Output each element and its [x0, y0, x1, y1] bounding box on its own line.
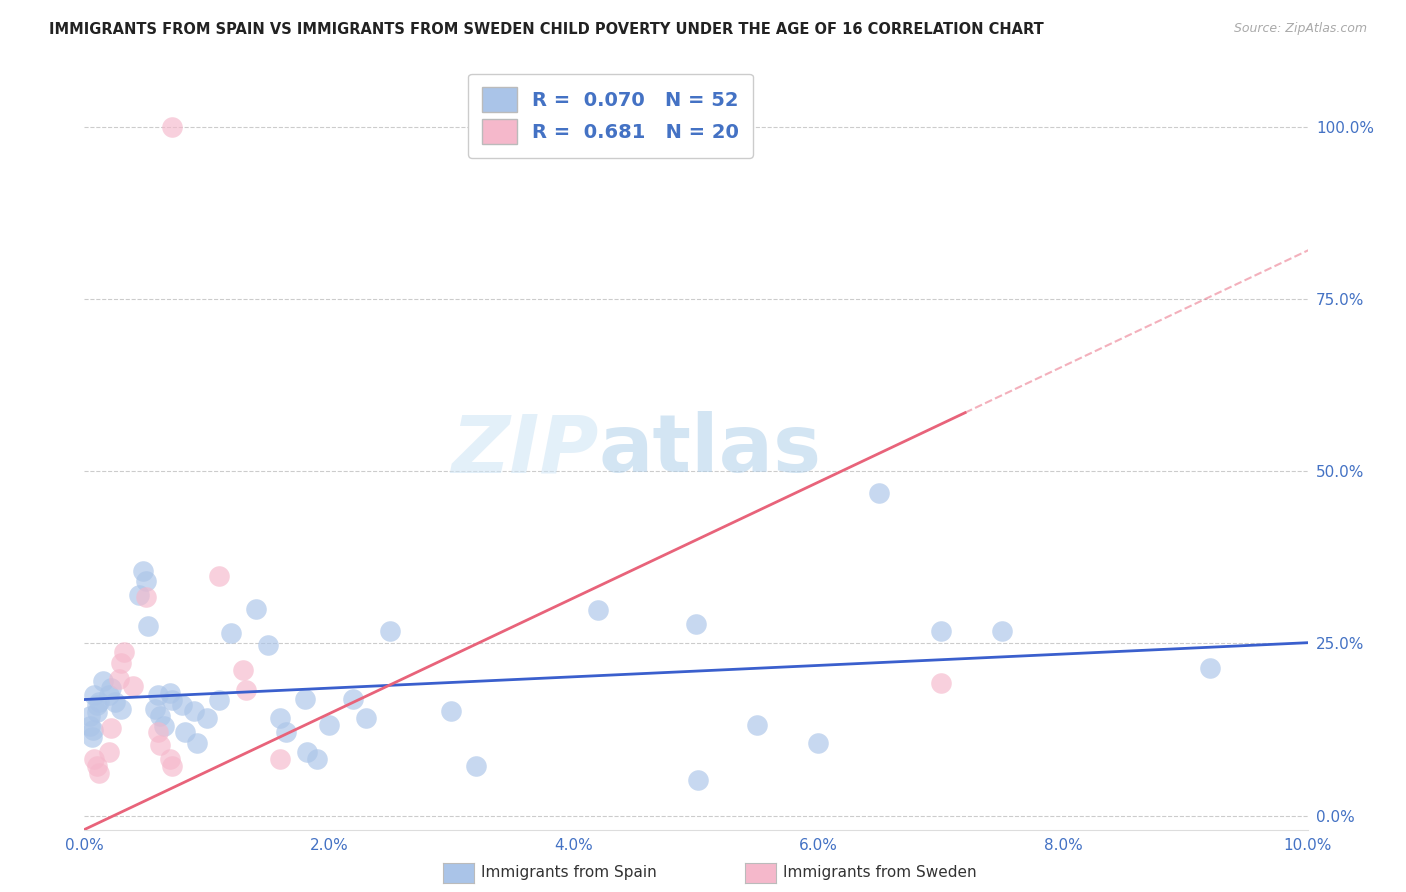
Point [146, 688, 169, 702]
Point [97, 688, 120, 702]
Point [159, 752, 181, 766]
Point [86, 706, 108, 720]
Point [195, 711, 218, 725]
Point [183, 704, 205, 718]
Point [91, 674, 114, 689]
Point [79, 719, 101, 733]
Point [80, 730, 103, 744]
Point [208, 693, 231, 707]
Legend: R =  0.070   N = 52, R =  0.681   N = 20: R = 0.070 N = 52, R = 0.681 N = 20 [468, 73, 752, 158]
Point [172, 698, 194, 713]
Point [869, 486, 891, 500]
Point [135, 574, 157, 589]
Point [143, 702, 166, 716]
Point [305, 752, 328, 766]
Point [107, 673, 129, 687]
Point [318, 718, 340, 732]
Point [269, 711, 291, 725]
Point [245, 602, 267, 616]
Point [97, 745, 120, 759]
Point [269, 752, 291, 766]
Point [149, 739, 172, 753]
Point [86, 698, 108, 713]
Point [162, 693, 184, 707]
Point [747, 718, 769, 732]
Text: ZIP: ZIP [451, 411, 598, 490]
Point [100, 681, 122, 696]
Text: atlas: atlas [598, 411, 821, 490]
Point [83, 752, 105, 766]
Point [82, 723, 104, 737]
Text: Source: ZipAtlas.com: Source: ZipAtlas.com [1233, 22, 1367, 36]
Text: Immigrants from Sweden: Immigrants from Sweden [783, 865, 977, 880]
Text: IMMIGRANTS FROM SPAIN VS IMMIGRANTS FROM SWEDEN CHILD POVERTY UNDER THE AGE OF 1: IMMIGRANTS FROM SPAIN VS IMMIGRANTS FROM… [49, 22, 1045, 37]
Point [112, 645, 135, 659]
Point [79, 708, 101, 723]
Point [232, 663, 254, 677]
Point [1198, 660, 1220, 674]
Point [235, 683, 257, 698]
Point [87, 766, 110, 780]
Point [257, 638, 280, 652]
Point [86, 759, 108, 773]
Point [929, 676, 952, 690]
Point [219, 626, 242, 640]
Point [104, 695, 127, 709]
Point [807, 736, 830, 750]
Point [173, 724, 195, 739]
Point [110, 702, 132, 716]
Point [83, 688, 105, 702]
Point [688, 772, 710, 787]
Point [342, 691, 364, 706]
Point [100, 721, 122, 735]
Point [294, 691, 316, 706]
Point [149, 708, 172, 723]
Point [153, 719, 176, 733]
Point [208, 569, 231, 583]
Text: Immigrants from Spain: Immigrants from Spain [481, 865, 657, 880]
Point [464, 759, 486, 773]
Point [991, 624, 1014, 638]
Point [110, 656, 132, 670]
Point [128, 588, 150, 602]
Point [122, 679, 145, 693]
Point [87, 695, 110, 709]
Point [136, 619, 159, 633]
Point [440, 704, 463, 718]
Point [135, 590, 157, 604]
Point [685, 617, 707, 632]
Point [586, 603, 609, 617]
Point [162, 120, 184, 134]
Point [132, 564, 155, 578]
Point [162, 759, 184, 773]
Point [146, 724, 169, 739]
Point [276, 724, 298, 739]
Point [354, 711, 377, 725]
Point [159, 686, 181, 700]
Point [186, 736, 208, 750]
Point [295, 745, 318, 759]
Point [380, 624, 402, 638]
Point [929, 624, 952, 638]
